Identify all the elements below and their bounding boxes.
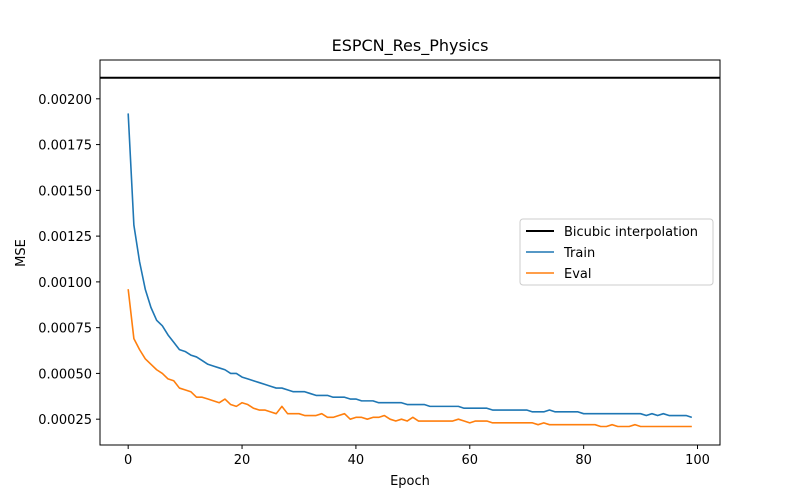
y-axis-label: MSE [14,239,29,267]
legend-box [519,218,714,286]
axes-frame [99,59,721,446]
legend-label-eval: Eval [564,267,592,282]
y-tick-label: 0.00025 [38,413,92,428]
legend-label-bicubic-interpolation: Bicubic interpolation [564,225,698,240]
x-tick-label: 20 [234,453,251,468]
chart-title: ESPCN_Res_Physics [332,36,489,56]
x-tick-label: 80 [575,453,592,468]
y-tick-label: 0.00175 [38,139,92,154]
axes: 0 20 40 60 80 100 0.00025 0.00050 0.00075 0.00100… [38,59,721,468]
y-tick-label: 0.00200 [38,93,92,108]
x-tick-label: 0 [124,453,132,468]
x-axis-label: Epoch [390,474,430,489]
y-tick-label: 0.00150 [38,184,92,199]
x-tick-label: 60 [462,453,479,468]
legend-label-train: Train [563,246,595,261]
series-line-eval [127,289,692,428]
y-tick-label: 0.00100 [38,276,92,291]
series-line-train [127,113,693,419]
y-tick-label: 0.00050 [38,367,92,382]
y-tick-label: 0.00075 [38,322,92,337]
legend: Bicubic interpolation Train Eval [519,218,714,286]
x-tick-label: 100 [685,453,710,468]
x-tick-label: 40 [348,453,365,468]
y-tick-label: 0.00125 [38,230,92,245]
plot-area [100,76,720,428]
